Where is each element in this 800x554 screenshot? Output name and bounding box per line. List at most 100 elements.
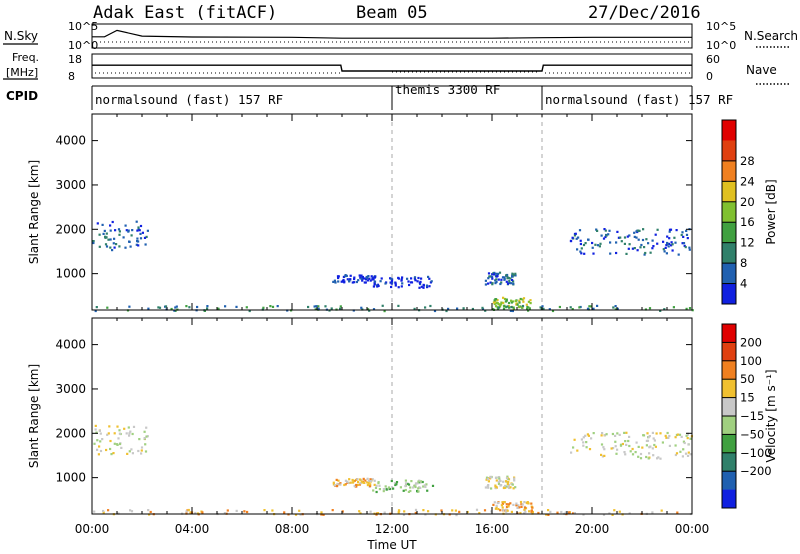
heatmap-cell bbox=[458, 510, 461, 513]
heatmap-cell bbox=[374, 486, 378, 489]
heatmap-cell bbox=[440, 509, 443, 512]
heatmap-cell bbox=[483, 509, 487, 512]
heatmap-cell bbox=[164, 305, 168, 308]
heatmap-cell bbox=[514, 274, 517, 277]
heatmap-cell bbox=[337, 479, 340, 482]
heatmap-cell bbox=[348, 481, 351, 485]
heatmap-cell bbox=[322, 513, 325, 516]
heatmap-cell bbox=[584, 434, 587, 437]
heatmap-cell bbox=[263, 509, 266, 512]
heatmap-cell bbox=[618, 433, 621, 436]
heatmap-cell bbox=[345, 274, 348, 277]
heatmap-cell bbox=[384, 485, 387, 488]
heatmap-cell bbox=[373, 283, 376, 286]
heatmap-cell bbox=[539, 306, 542, 309]
heatmap-cell bbox=[648, 307, 652, 310]
heatmap-cell bbox=[612, 447, 615, 450]
heatmap-cell bbox=[495, 278, 498, 281]
heatmap-cell bbox=[144, 243, 147, 246]
heatmap-cell bbox=[683, 441, 686, 445]
heatmap-cell bbox=[158, 306, 162, 309]
heatmap-cell bbox=[418, 286, 421, 289]
heatmap-cell bbox=[528, 510, 531, 513]
heatmap-cell bbox=[494, 507, 497, 510]
heatmap-cell bbox=[521, 298, 524, 301]
heatmap-cell bbox=[185, 510, 188, 513]
colorbar-segment bbox=[722, 379, 736, 398]
heatmap-cell bbox=[140, 452, 143, 455]
heatmap-cell bbox=[495, 504, 498, 507]
heatmap-cell bbox=[649, 251, 652, 254]
heatmap-cell bbox=[514, 299, 517, 303]
heatmap-cell bbox=[149, 510, 152, 514]
colorbar-segment bbox=[722, 120, 736, 141]
heatmap-cell bbox=[653, 443, 656, 447]
heatmap-cell bbox=[377, 481, 380, 484]
heatmap-cell bbox=[173, 309, 176, 312]
heatmap-cell bbox=[639, 452, 643, 456]
heatmap-cell bbox=[102, 511, 105, 514]
heatmap-cell bbox=[506, 277, 509, 280]
heatmap-cell bbox=[527, 300, 530, 303]
colorbar-segment bbox=[722, 140, 736, 162]
heatmap-cell bbox=[136, 240, 139, 243]
heatmap-cell bbox=[627, 247, 630, 250]
heatmap-cell bbox=[591, 246, 594, 249]
heatmap-cell bbox=[271, 305, 275, 308]
heatmap-cell bbox=[633, 247, 636, 250]
heatmap-cell bbox=[490, 510, 493, 513]
heatmap-cell bbox=[406, 277, 409, 280]
noise-left-tick-bottom: 10^0 bbox=[68, 39, 98, 52]
heatmap-cell bbox=[498, 271, 502, 274]
heatmap-cell bbox=[339, 482, 342, 485]
heatmap-cell bbox=[502, 509, 505, 512]
heatmap-cell bbox=[137, 449, 140, 453]
heatmap-cell bbox=[507, 304, 510, 308]
heatmap-cell bbox=[401, 276, 404, 279]
heatmap-cell bbox=[462, 307, 465, 310]
heatmap-cell bbox=[373, 483, 376, 486]
heatmap-cell bbox=[507, 481, 510, 484]
heatmap-cell bbox=[102, 232, 105, 235]
heatmap-cell bbox=[395, 481, 399, 484]
time-tick-label: 20:00 bbox=[575, 522, 610, 536]
heatmap-cell bbox=[417, 480, 420, 483]
heatmap-cell bbox=[135, 220, 138, 223]
heatmap-cell bbox=[652, 454, 655, 457]
heatmap-cell bbox=[401, 282, 404, 285]
colorbar-tick-label: 24 bbox=[740, 174, 755, 188]
heatmap-cell bbox=[625, 443, 628, 446]
colorbar-tick-label: 12 bbox=[740, 236, 755, 250]
heatmap-cell bbox=[116, 425, 119, 428]
heatmap-cell bbox=[389, 277, 392, 280]
heatmap-cell bbox=[647, 436, 650, 439]
heatmap-cell bbox=[376, 285, 379, 288]
heatmap-cell bbox=[616, 448, 619, 451]
heatmap-cell bbox=[421, 480, 424, 484]
heatmap-cell bbox=[657, 456, 660, 459]
heatmap-cell bbox=[541, 305, 544, 308]
heatmap-cell bbox=[141, 231, 144, 234]
heatmap-cell bbox=[551, 309, 555, 313]
heatmap-cell bbox=[337, 275, 340, 278]
heatmap-cell bbox=[115, 443, 118, 446]
heatmap-cell bbox=[529, 302, 532, 305]
heatmap-cell bbox=[447, 307, 450, 310]
freq-panel-frame bbox=[91, 53, 693, 79]
heatmap-cell bbox=[530, 502, 533, 505]
heatmap-cell bbox=[360, 274, 363, 277]
heatmap-cell bbox=[495, 305, 498, 308]
heatmap-cell bbox=[392, 487, 395, 490]
heatmap-cell bbox=[360, 277, 363, 280]
heatmap-cell bbox=[223, 512, 226, 515]
heatmap-cell bbox=[600, 443, 604, 446]
heatmap-cell bbox=[682, 242, 686, 245]
heatmap-cell bbox=[526, 308, 529, 311]
heatmap-cell bbox=[576, 248, 579, 251]
heatmap-cell bbox=[498, 479, 501, 482]
heatmap-cell bbox=[128, 240, 131, 243]
heatmap-cell bbox=[414, 483, 417, 487]
heatmap-cell bbox=[375, 484, 378, 487]
heatmap-cell bbox=[407, 483, 411, 486]
y-tick-label: 3000 bbox=[55, 382, 86, 396]
